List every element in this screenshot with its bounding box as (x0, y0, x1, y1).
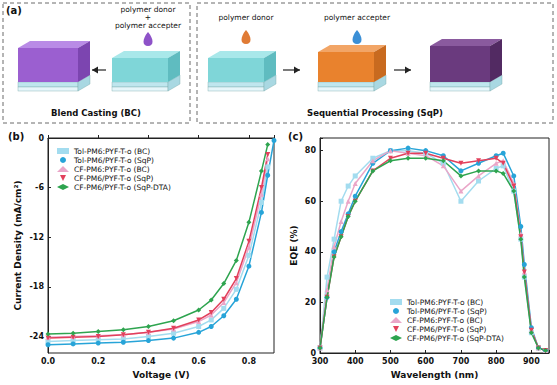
svg-text:Tol-PM6:PYF-T-o (BC): Tol-PM6:PYF-T-o (BC) (73, 147, 150, 156)
svg-text:Voltage (V): Voltage (V) (133, 370, 190, 380)
svg-text:300: 300 (312, 357, 329, 366)
svg-text:900: 900 (523, 357, 540, 366)
svg-text:Wavelength (nm): Wavelength (nm) (391, 370, 479, 380)
svg-text:(b): (b) (8, 131, 24, 142)
svg-text:-24: -24 (30, 332, 45, 341)
svg-text:CF-PM6/PYF-T-o (SqP-DTA): CF-PM6/PYF-T-o (SqP-DTA) (74, 183, 171, 192)
svg-text:0.2: 0.2 (91, 357, 105, 366)
svg-text:600: 600 (417, 357, 434, 366)
svg-text:CF-PM6:PYF-T-o (BC): CF-PM6:PYF-T-o (BC) (407, 316, 483, 325)
svg-text:0: 0 (310, 348, 316, 358)
svg-text:40: 40 (305, 247, 317, 256)
svg-text:800: 800 (488, 357, 505, 366)
svg-text:(a): (a) (6, 5, 22, 16)
svg-text:Tol-PM6/PYF-T-o (SqP): Tol-PM6/PYF-T-o (SqP) (406, 307, 487, 316)
svg-text:80: 80 (305, 146, 317, 155)
svg-text:60: 60 (305, 197, 317, 206)
svg-text:polymer donor: polymer donor (218, 13, 274, 22)
svg-text:20: 20 (305, 298, 317, 307)
svg-text:-18: -18 (30, 282, 45, 291)
svg-text:CF-PM6/PYF-T-o (SqP): CF-PM6/PYF-T-o (SqP) (74, 174, 154, 183)
svg-text:0.4: 0.4 (141, 357, 156, 366)
svg-text:EQE (%): EQE (%) (289, 225, 299, 265)
svg-text:-12: -12 (30, 233, 44, 242)
svg-text:Sequential Processing (SqP): Sequential Processing (SqP) (307, 108, 443, 118)
svg-text:Tol-PM6:PYF-T-o (BC): Tol-PM6:PYF-T-o (BC) (406, 298, 483, 307)
svg-text:polymer accepter: polymer accepter (324, 13, 391, 22)
svg-text:(c): (c) (288, 131, 303, 142)
svg-text:CF-PM6/PYF-T-o (SqP-DTA): CF-PM6/PYF-T-o (SqP-DTA) (407, 334, 504, 343)
svg-text:polymer accepter: polymer accepter (115, 21, 182, 30)
svg-text:Current Density (mA/cm²): Current Density (mA/cm²) (13, 180, 23, 310)
svg-text:-6: -6 (35, 183, 44, 192)
svg-text:0.0: 0.0 (41, 357, 56, 366)
svg-text:polymer donor: polymer donor (120, 5, 176, 14)
svg-text:700: 700 (453, 357, 470, 366)
svg-text:0.8: 0.8 (242, 357, 257, 366)
svg-text:0: 0 (38, 134, 44, 143)
svg-text:500: 500 (382, 357, 399, 366)
svg-text:400: 400 (347, 357, 364, 366)
svg-text:0.6: 0.6 (192, 357, 207, 366)
svg-text:CF-PM6:PYF-T-o (BC): CF-PM6:PYF-T-o (BC) (74, 165, 150, 174)
svg-text:CF-PM6/PYF-T-o (SqP): CF-PM6/PYF-T-o (SqP) (407, 325, 487, 334)
svg-text:Tol-PM6/PYF-T-o (SqP): Tol-PM6/PYF-T-o (SqP) (73, 156, 154, 165)
svg-text:Blend Casting (BC): Blend Casting (BC) (51, 108, 141, 118)
